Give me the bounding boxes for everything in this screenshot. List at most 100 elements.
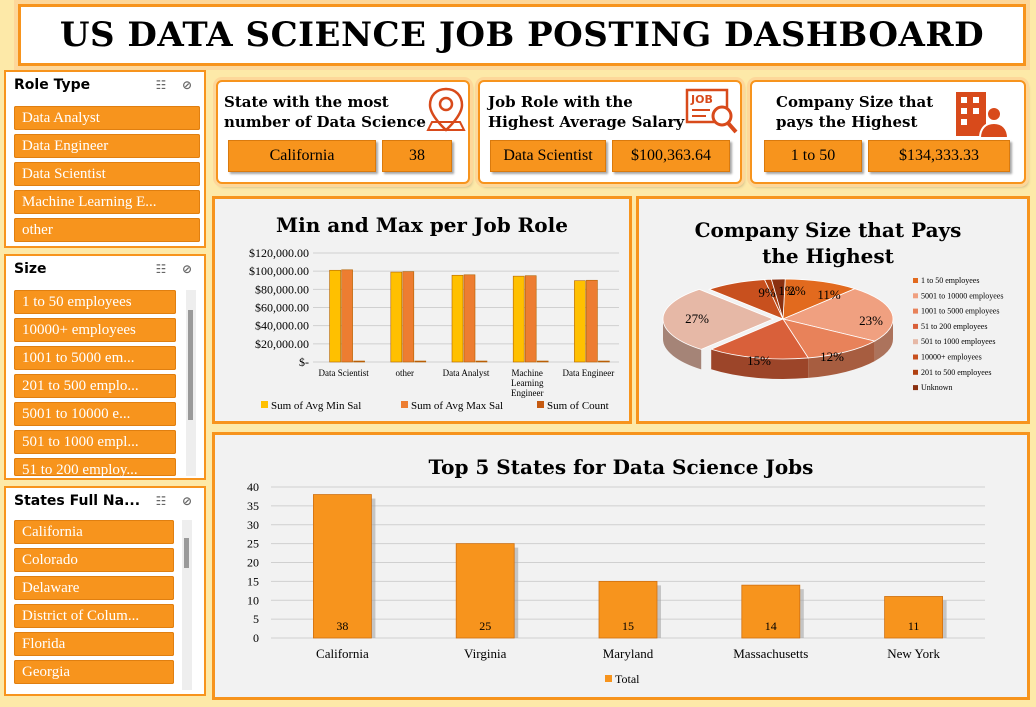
states-chart-panel: Top 5 States for Data Science Jobs 40 35 3… [212,432,1030,700]
legend-swatch [913,339,918,345]
legend-label: 5001 to 10000 employees [921,291,1003,300]
y-tick-label: $20,000.00 [255,337,309,351]
bar-sum-of-avg-max-sal [341,269,353,363]
slicer-item-size[interactable]: 501 to 1000 empl... [14,430,176,454]
legend-label: Sum of Avg Min Sal [271,400,361,412]
x-tick-label: other [396,368,415,378]
y-tick-label: 20 [247,556,259,570]
slicer-item-size[interactable]: 5001 to 10000 e... [14,402,176,426]
slicer-item-state[interactable]: Georgia [14,660,174,684]
pie-data-label: 15% [747,353,771,368]
states-chart-title: Top 5 States for Data Science Jobs [428,455,814,479]
y-tick-label: $80,000.00 [255,282,309,296]
kpi-top-role: Job Role with the Highest Average Salary… [478,80,742,184]
states-slicer[interactable]: States Full Na... ☷ ⊘ California Colorad… [4,486,206,696]
legend-swatch [401,401,408,408]
y-tick-label: $40,000.00 [255,319,309,333]
pie-data-label: 23% [859,313,883,328]
kpi-top-company-value: 1 to 50 [764,140,862,172]
clear-filter-icon[interactable]: ⊘ [181,262,193,276]
pie-slice-side [808,341,875,378]
legend-swatch [913,278,918,283]
pie-slice [662,288,775,350]
slicer-item-state[interactable]: District of Colum... [14,604,174,628]
legend-label: 10000+ employees [921,353,982,362]
role-type-slicer[interactable]: Role Type ☷ ⊘ Data Analyst Data Engineer… [4,70,206,248]
slicer-item-state[interactable]: California [14,520,174,544]
multi-select-icon[interactable]: ☷ [155,494,167,508]
size-slicer[interactable]: Size ☷ ⊘ 1 to 50 employees 10000+ employ… [4,254,206,480]
x-tick-label: Data Scientist [318,368,369,378]
bar-sum-of-count [536,360,549,363]
states-slicer-title: States Full Na... [14,493,141,509]
legend-swatch [913,323,918,329]
bar-data-label: 15 [622,619,634,633]
y-tick-label: 30 [247,518,259,532]
legend-swatch [913,369,918,375]
y-tick-label: 10 [247,593,259,607]
kpi-top-state-count: 38 [382,140,452,172]
legend-label: Unknown [921,383,953,392]
kpi-top-state-value: California [228,140,376,172]
x-tick-label: Engineer [511,388,543,398]
bar-sum-of-avg-max-sal [463,274,476,363]
legend-label: 501 to 1000 employees [921,337,995,346]
states-slicer-scroll-thumb[interactable] [184,538,189,568]
bar-sum-of-avg-min-sal [451,274,464,363]
slicer-item-data-analyst[interactable]: Data Analyst [14,106,200,130]
bar-sum-of-avg-max-sal [524,275,537,363]
clear-filter-icon[interactable]: ⊘ [181,494,193,508]
kpi-top-role-salary: $100,363.64 [612,140,730,172]
slicer-item-size[interactable]: 10000+ employees [14,318,176,342]
bar-sum-of-avg-min-sal [329,269,341,363]
slicer-item-state[interactable]: Delaware [14,576,174,600]
pie-chart-title: Company Size that Pays the Highest [694,218,962,268]
bar-total [598,580,658,639]
bar-data-label: 11 [908,619,920,633]
multi-select-icon[interactable]: ☷ [155,78,167,92]
bar-total [313,494,372,639]
legend-swatch [913,293,918,299]
minmax-chart-title: Min and Max per Job Role [276,213,568,237]
bar-sum-of-count [414,360,427,363]
legend-swatch [537,401,544,408]
dashboard-title-box: US DATA SCIENCE JOB POSTING DASHBOARD [18,4,1026,66]
kpi-top-company-title: Company Size that pays the Highest [776,93,934,131]
y-tick-label: 0 [253,631,259,645]
slicer-item-state[interactable]: Colorado [14,548,174,572]
states-slicer-scrollbar[interactable] [182,520,192,690]
pie-data-label: 2% [788,283,806,298]
slicer-item-machine-learning[interactable]: Machine Learning E... [14,190,200,214]
bar-sum-of-avg-min-sal [574,280,586,363]
pie-slice [781,288,894,342]
slicer-item-data-engineer[interactable]: Data Engineer [14,134,200,158]
job-icon-text: JOB [690,93,713,106]
slicer-item-other[interactable]: other [14,218,200,242]
kpi-top-company-salary: $134,333.33 [868,140,1010,172]
y-tick-label: $- [299,355,309,369]
multi-select-icon[interactable]: ☷ [155,262,167,276]
pie-slice [782,318,876,359]
slicer-item-size[interactable]: 51 to 200 employ... [14,458,176,476]
job-search-icon: JOB [685,88,738,134]
kpi-top-state-title: State with the most number of Data Scien… [224,93,426,131]
y-tick-label: 25 [247,537,259,551]
minmax-chart-panel: Min and Max per Job Role $120,000.00 $100… [212,196,632,424]
slicer-item-data-scientist[interactable]: Data Scientist [14,162,200,186]
x-tick-label: California [316,646,369,661]
slicer-item-size[interactable]: 1001 to 5000 em... [14,346,176,370]
bar-total [884,596,943,639]
bar-sum-of-avg-min-sal [390,271,403,363]
pie-slice-side [874,319,893,362]
size-slicer-scrollbar[interactable] [186,290,196,476]
size-slicer-scroll-thumb[interactable] [188,310,193,420]
legend-swatch [261,401,268,408]
slicer-item-size[interactable]: 201 to 500 emplo... [14,374,176,398]
minmax-chart: $120,000.00 $100,000.00 $80,000.00 $60,000.… [249,246,619,412]
y-tick-label: 35 [247,499,259,513]
slicer-item-state[interactable]: Florida [14,632,174,656]
clear-filter-icon[interactable]: ⊘ [181,78,193,92]
y-tick-label: $120,000.00 [249,246,309,260]
slicer-item-size[interactable]: 1 to 50 employees [14,290,176,314]
pie-slice [710,318,809,360]
